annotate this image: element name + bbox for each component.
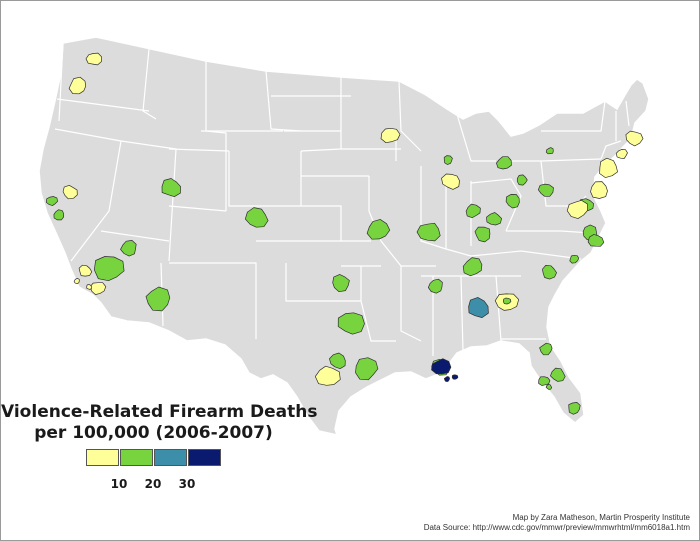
metro-salt-lake-city bbox=[161, 178, 181, 198]
legend-swatch-mid-high bbox=[154, 449, 187, 466]
metro-buffalo bbox=[545, 147, 554, 155]
state-border-line bbox=[600, 140, 622, 160]
metro-louisville bbox=[416, 222, 441, 242]
metro-seattle bbox=[85, 52, 102, 66]
state-border-line bbox=[58, 42, 64, 122]
legend-swatch-high bbox=[188, 449, 221, 466]
metro-jacksonville bbox=[539, 342, 553, 356]
metro-new-orleans bbox=[431, 358, 452, 375]
state-border-line bbox=[300, 151, 342, 241]
state-border-line bbox=[360, 300, 396, 342]
metro-areas bbox=[45, 52, 644, 415]
legend-tick-30: 30 bbox=[178, 477, 196, 491]
legend-title: Violence-Related Firearm Deaths per 100,… bbox=[1, 402, 318, 444]
metro-baltimore bbox=[566, 199, 588, 219]
metro-new-york bbox=[590, 181, 608, 199]
metro-orlando bbox=[550, 367, 566, 382]
metro-las-vegas bbox=[120, 240, 137, 257]
metro-indianapolis bbox=[474, 226, 491, 243]
metro-charlotte bbox=[542, 265, 557, 280]
metro-tucson bbox=[145, 286, 171, 312]
metro-fragment bbox=[545, 384, 553, 390]
credits-author: Map by Zara Matheson, Martin Prosperity … bbox=[512, 513, 690, 522]
metro-san-jose bbox=[53, 209, 65, 221]
credits-source: Data Source: http://www.cdc.gov/mmwr/pre… bbox=[423, 523, 690, 532]
metro-detroit bbox=[496, 156, 512, 170]
state-border-line bbox=[398, 80, 422, 152]
state-borders bbox=[54, 42, 630, 356]
metro-denver bbox=[244, 207, 269, 228]
us-land-shape bbox=[38, 36, 650, 437]
metro-oklahoma-city bbox=[337, 312, 365, 335]
state-border-line bbox=[169, 262, 257, 339]
metro-columbus bbox=[486, 212, 502, 226]
metro-boston bbox=[625, 130, 644, 147]
state-border-line bbox=[56, 98, 150, 112]
metro-rochester bbox=[599, 157, 618, 178]
metro-chicago bbox=[441, 173, 460, 190]
metro-miami bbox=[568, 402, 581, 415]
state-border-line bbox=[455, 110, 496, 162]
metro-san-antonio bbox=[355, 357, 379, 381]
metro-st-louis bbox=[366, 219, 391, 240]
metro-birmingham bbox=[468, 297, 489, 318]
metro-tampa bbox=[538, 376, 551, 386]
state-border-line bbox=[470, 178, 522, 232]
metro-los-angeles bbox=[78, 264, 93, 277]
metro-cincinnati bbox=[465, 203, 481, 219]
legend-swatch-mid-low bbox=[120, 449, 153, 466]
metro-fragment bbox=[86, 284, 92, 290]
metro-san-francisco bbox=[45, 196, 58, 206]
state-border-line bbox=[228, 151, 301, 207]
metro-fragment bbox=[443, 376, 450, 382]
metro-nashville bbox=[462, 257, 483, 277]
state-border-line bbox=[285, 263, 362, 302]
state-border-line bbox=[460, 275, 464, 352]
state-border-line bbox=[100, 230, 170, 242]
state-border-line bbox=[420, 166, 447, 250]
metro-milwaukee bbox=[443, 155, 453, 165]
metro-grand-rapids bbox=[516, 174, 528, 186]
state-border-line bbox=[495, 275, 502, 342]
metro-memphis bbox=[427, 278, 443, 294]
state-border-line bbox=[54, 128, 122, 262]
map-credits: Map by Zara Matheson, Martin Prosperity … bbox=[424, 513, 690, 533]
legend-tick-10: 10 bbox=[110, 477, 128, 491]
metro-cleveland bbox=[537, 183, 554, 197]
metro-atlanta bbox=[502, 297, 512, 305]
state-border-line bbox=[625, 100, 630, 127]
metro-riverside bbox=[89, 282, 107, 295]
state-border-line bbox=[445, 248, 522, 257]
state-border-line bbox=[142, 48, 157, 120]
metro-pittsburgh bbox=[505, 194, 520, 209]
metro-hartford bbox=[615, 149, 628, 159]
metro-fragment bbox=[73, 278, 80, 285]
metro-sacramento bbox=[62, 184, 78, 200]
state-border-line bbox=[265, 70, 302, 132]
state-border-line bbox=[506, 230, 592, 234]
metro-richmond bbox=[587, 234, 605, 247]
metro-dallas bbox=[329, 352, 346, 370]
legend-title-line1: Violence-Related Firearm Deaths bbox=[1, 402, 318, 422]
legend-tick-20: 20 bbox=[144, 477, 162, 491]
metro-minneapolis bbox=[380, 127, 401, 144]
state-border-line bbox=[168, 148, 230, 152]
metro-portland bbox=[68, 76, 87, 95]
us-landmass bbox=[38, 36, 650, 437]
state-border-line bbox=[400, 266, 422, 342]
legend-swatch-low bbox=[86, 449, 119, 466]
metro-virginia-beach bbox=[569, 254, 580, 264]
metro-phoenix bbox=[93, 256, 125, 282]
state-border-line bbox=[541, 100, 606, 132]
metro-austin bbox=[314, 365, 341, 386]
metro-fragment bbox=[451, 374, 459, 380]
legend-title-line2: per 100,000 (2006-2007) bbox=[34, 423, 273, 443]
state-border-line bbox=[205, 61, 227, 211]
state-border-line bbox=[168, 205, 227, 212]
metro-kansas-city bbox=[332, 274, 350, 293]
